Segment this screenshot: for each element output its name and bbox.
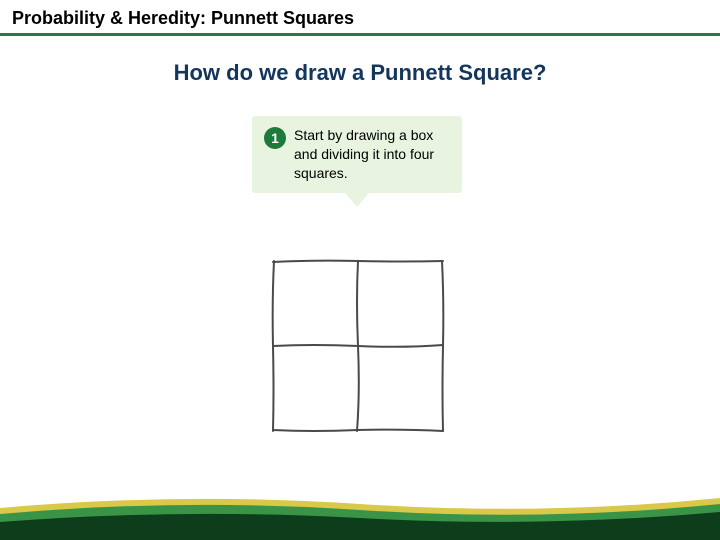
step-number-badge: 1 <box>264 127 286 149</box>
callout-pointer-icon <box>345 193 369 207</box>
step-callout-box: 1 Start by drawing a box and dividing it… <box>252 116 462 193</box>
punnett-square-diagram <box>268 256 448 436</box>
page-subtitle: How do we draw a Punnett Square? <box>0 60 720 86</box>
content-area: 1 Start by drawing a box and dividing it… <box>0 86 720 466</box>
punnett-sketch-icon <box>268 256 448 436</box>
step-inner: 1 Start by drawing a box and dividing it… <box>264 126 450 183</box>
header-title: Probability & Heredity: Punnett Squares <box>12 8 708 29</box>
footer-decoration <box>0 480 720 540</box>
page-header: Probability & Heredity: Punnett Squares <box>0 0 720 36</box>
step-instruction-text: Start by drawing a box and dividing it i… <box>294 126 450 183</box>
